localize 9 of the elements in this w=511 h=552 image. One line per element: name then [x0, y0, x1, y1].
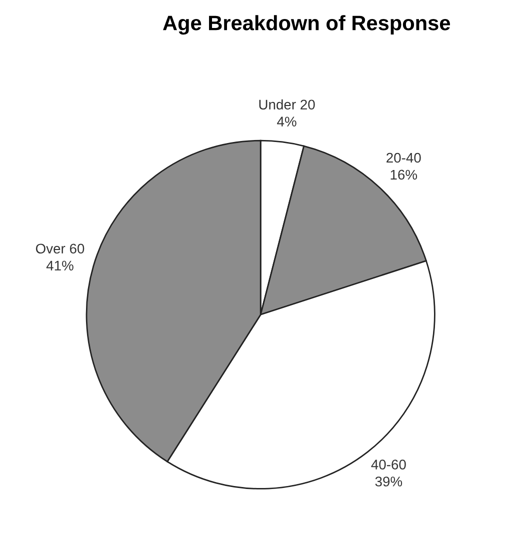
slice-label: 20-40	[386, 152, 421, 163]
data-label: 16%	[390, 170, 418, 180]
slice-label: Over 60	[36, 244, 84, 254]
slice-label: 40-60	[371, 460, 406, 470]
chart-title: Age Breakdown of Response	[163, 15, 450, 35]
data-label: 4%	[277, 116, 296, 126]
data-label: 39%	[375, 476, 402, 486]
slice-label: Under 20	[259, 99, 315, 110]
data-label: 41%	[46, 260, 74, 270]
